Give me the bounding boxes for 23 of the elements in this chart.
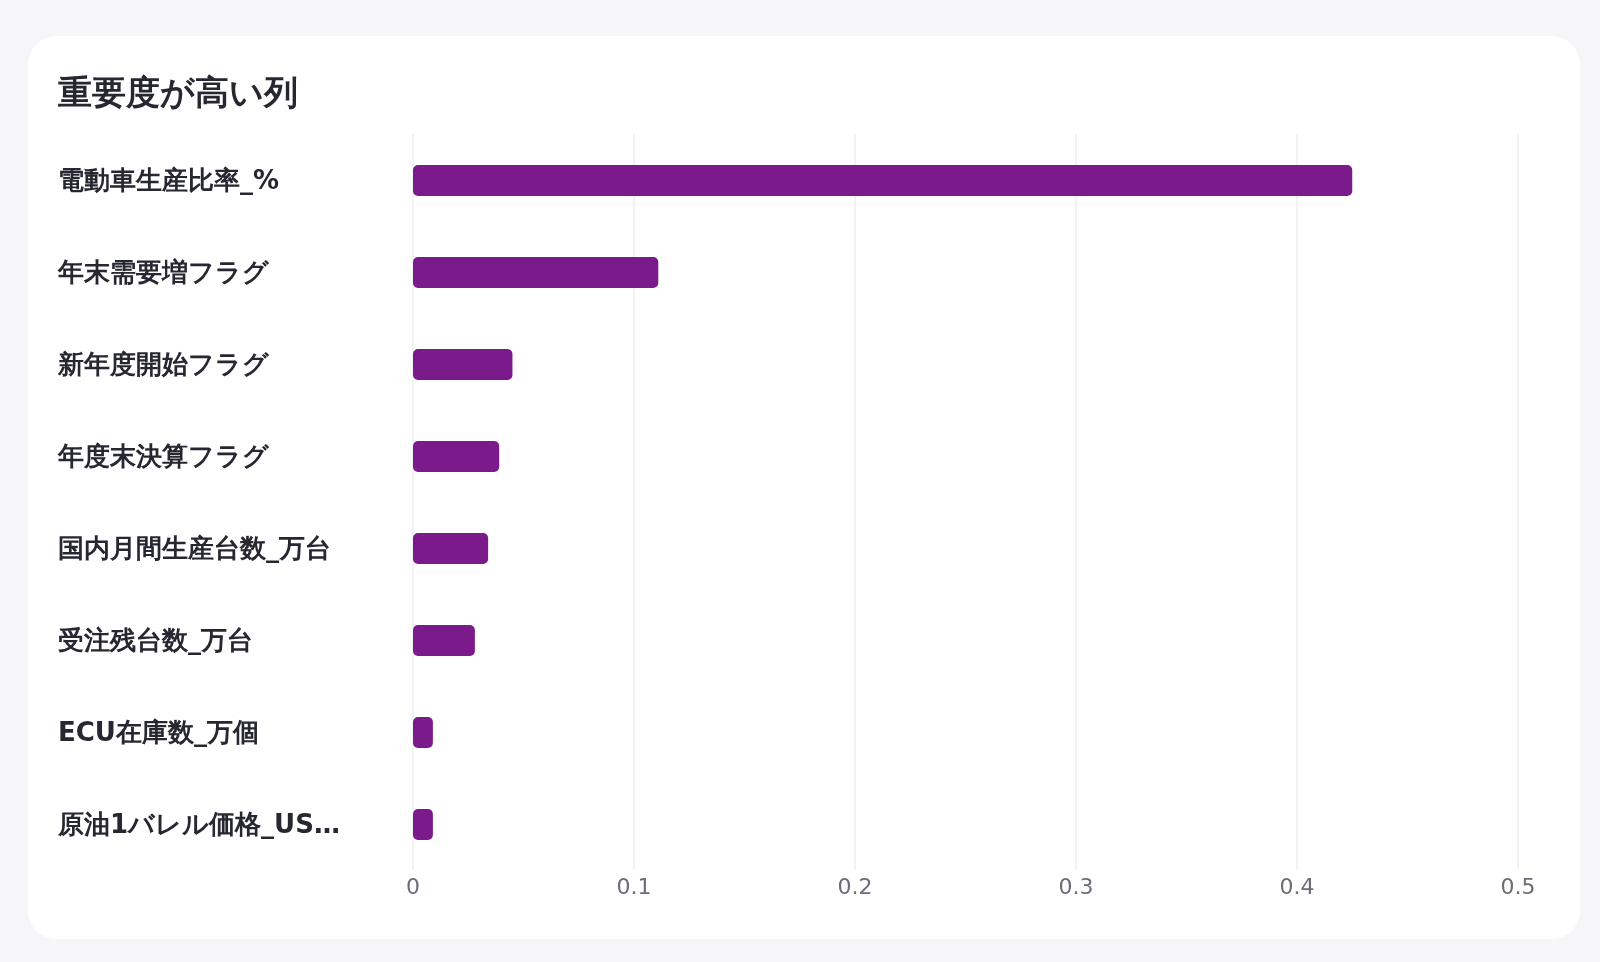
x-tick-label: 0.5	[1500, 873, 1536, 899]
bar	[413, 625, 475, 656]
y-tick-label: 原油1バレル価格_US…	[57, 809, 340, 839]
x-tick-label: 0.3	[1058, 873, 1094, 899]
bar	[413, 809, 433, 840]
x-tick-label: 0.2	[837, 873, 873, 899]
y-tick-label: 電動車生産比率_%	[58, 165, 280, 195]
x-tick-label: 0	[406, 873, 420, 899]
y-tick-label: 年末需要増フラグ	[57, 257, 270, 287]
bar	[413, 717, 433, 748]
bar	[413, 349, 513, 380]
y-tick-label: 年度末決算フラグ	[57, 441, 270, 471]
y-tick-label: 国内月間生産台数_万台	[58, 533, 331, 563]
bar	[413, 165, 1353, 196]
y-tick-label: ECU在庫数_万個	[58, 717, 259, 747]
bar	[413, 441, 500, 472]
y-tick-label: 新年度開始フラグ	[57, 349, 270, 379]
chart-title: 重要度が高い列	[58, 71, 298, 114]
x-tick-label: 0.1	[616, 873, 652, 899]
x-tick-label: 0.4	[1279, 873, 1315, 899]
bar	[413, 257, 659, 288]
bar	[413, 533, 489, 564]
y-tick-label: 受注残台数_万台	[58, 625, 253, 655]
